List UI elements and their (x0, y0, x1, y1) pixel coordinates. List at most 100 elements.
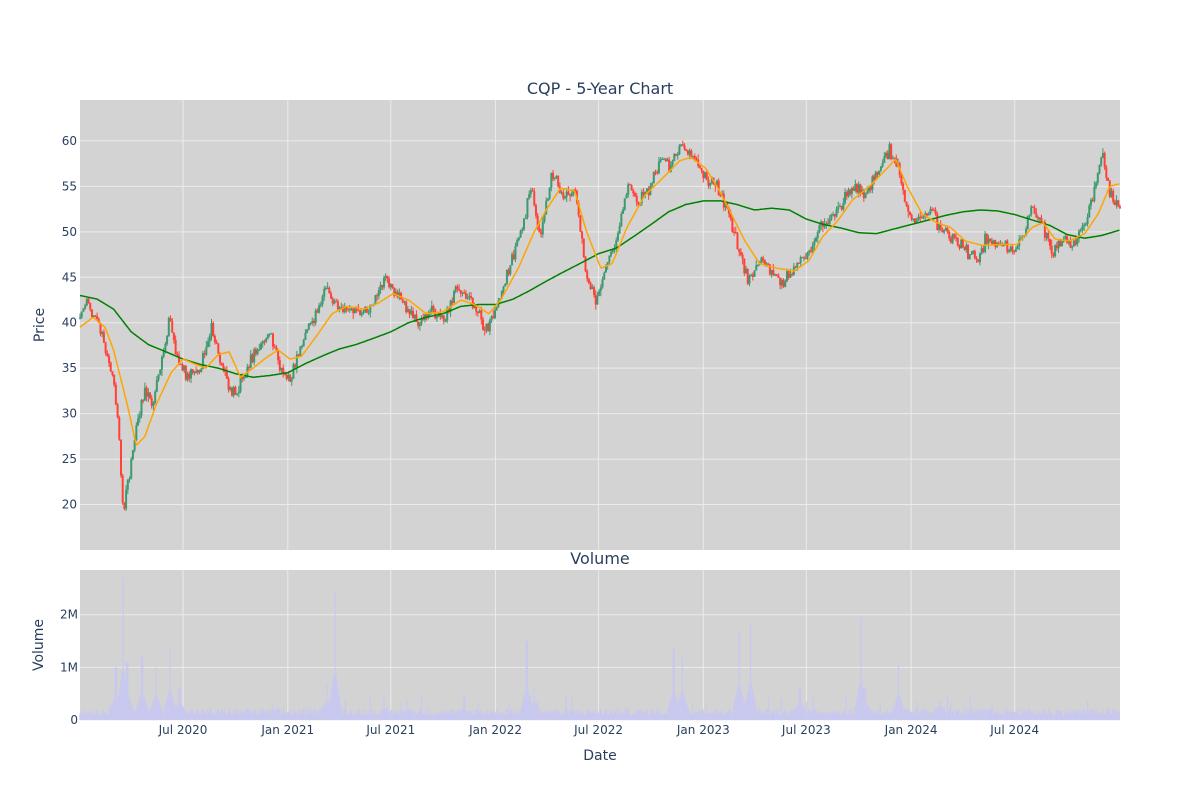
volume-bar (769, 714, 771, 720)
volume-bar (835, 710, 837, 720)
volume-bar (861, 682, 863, 720)
volume-bar (1092, 708, 1094, 720)
volume-bar (691, 702, 694, 720)
candle-body (784, 281, 787, 287)
volume-bar (874, 713, 876, 720)
candle-body (1035, 213, 1038, 218)
candle-body (707, 179, 710, 186)
volume-bar (1100, 714, 1102, 720)
candle-body (1014, 249, 1017, 252)
volume-bar (110, 707, 112, 720)
candle-body (130, 459, 133, 479)
volume-bar (452, 714, 455, 720)
candle-body (1040, 217, 1043, 223)
candle-body (878, 170, 881, 175)
volume-bar (397, 714, 399, 720)
candle-body (849, 189, 852, 195)
candle-body (495, 306, 498, 311)
volume-bar (986, 709, 988, 720)
candle-body (357, 310, 360, 312)
volume-bar (154, 696, 156, 720)
candle-body (994, 240, 997, 247)
volume-bar (190, 710, 193, 720)
volume-bar (296, 714, 299, 720)
volume-bar (741, 696, 744, 720)
volume-bar (498, 711, 500, 720)
volume-bar (617, 708, 620, 720)
volume-bar (772, 710, 774, 720)
volume-bar (1004, 711, 1007, 720)
candle-body (512, 254, 515, 260)
candle-body (888, 144, 891, 160)
candle-body (958, 245, 961, 249)
candle-body (1076, 238, 1079, 245)
volume-bar (81, 714, 83, 720)
candle-body (756, 264, 759, 266)
candle-body (531, 190, 534, 192)
candle-body (1074, 240, 1077, 245)
candle-body (1057, 240, 1060, 249)
volume-bar (915, 708, 917, 720)
volume-bar (787, 712, 789, 720)
candle-body (789, 274, 792, 278)
candle-body (249, 354, 252, 368)
candle-body (350, 308, 353, 310)
volume-bar (961, 711, 963, 720)
volume-bar (236, 710, 238, 720)
volume-bar (430, 715, 432, 720)
volume-bar (1055, 710, 1057, 720)
candle-body (195, 371, 198, 373)
volume-bar (1044, 710, 1047, 720)
candle-body (847, 189, 850, 197)
volume-bar (442, 713, 444, 720)
volume-bar (923, 708, 925, 720)
volume-bar (1089, 708, 1091, 720)
volume-bar (548, 713, 550, 720)
volume-bar (285, 711, 287, 720)
candle-body (1088, 205, 1091, 218)
candle-body (236, 393, 239, 395)
volume-bar (958, 708, 960, 720)
candle-body (459, 290, 462, 294)
volume-bar (103, 711, 105, 720)
candle-body (213, 336, 216, 343)
volume-y-tick-label: 2M (60, 608, 78, 622)
candle-body (504, 283, 507, 287)
long-moving-average-line (79, 200, 1120, 379)
volume-bar (773, 709, 776, 720)
candle-body (304, 332, 307, 340)
candle-body (301, 346, 304, 348)
volume-bar (409, 707, 411, 720)
volume-bar (436, 713, 439, 720)
volume-bar (1076, 712, 1078, 720)
candle-body (468, 296, 471, 298)
volume-bar (670, 697, 672, 720)
volume-bar (251, 713, 253, 720)
volume-bar (679, 696, 681, 720)
volume-bar (592, 711, 595, 720)
volume-bar (491, 711, 493, 720)
volume-bar (369, 695, 371, 720)
candle-body (985, 233, 988, 244)
candle-body (536, 215, 539, 229)
candle-body (777, 275, 780, 278)
candle-body (181, 364, 184, 371)
volume-bar (515, 712, 517, 720)
candle-body (1117, 200, 1120, 207)
volume-bar (401, 711, 403, 720)
candle-body (668, 159, 671, 172)
volume-bar (157, 699, 160, 720)
candle-body (801, 257, 804, 259)
volume-bar (1093, 708, 1095, 720)
volume-bar (1018, 714, 1020, 720)
volume-bar (212, 712, 214, 720)
volume-bar (926, 710, 928, 720)
volume-bar (1043, 711, 1045, 720)
volume-bar (432, 714, 434, 720)
volume-bar (512, 711, 514, 720)
volume-bar (101, 712, 103, 720)
volume-bar (445, 714, 448, 720)
volume-bar (263, 710, 266, 720)
volume-bar (435, 713, 437, 720)
volume-bar (944, 710, 946, 720)
